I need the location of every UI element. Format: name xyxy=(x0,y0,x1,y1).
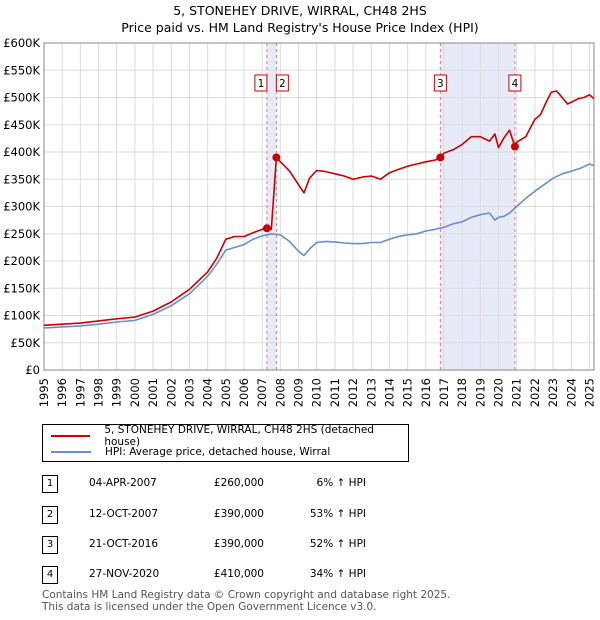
x-tick-label: 1999 xyxy=(110,378,124,407)
y-tick-label: £300K xyxy=(3,200,40,214)
x-tick-label: 2009 xyxy=(292,378,306,407)
sale-number-badge: 3 xyxy=(42,536,58,554)
sale-row: 3 21-OCT-2016 £390,000 52% ↑ HPI xyxy=(0,536,600,556)
y-tick-label: £0 xyxy=(25,363,40,377)
x-tick-label: 2018 xyxy=(455,378,469,407)
y-tick-label: £50K xyxy=(11,336,41,350)
x-tick-label: 2005 xyxy=(219,378,233,407)
x-tick-label: 2020 xyxy=(492,378,506,407)
sale-marker-box xyxy=(275,74,289,92)
sale-marker-label: 2 xyxy=(279,78,286,90)
sale-price: £390,000 xyxy=(213,538,264,550)
x-tick-label: 2014 xyxy=(382,378,396,407)
sale-marker-label: 1 xyxy=(258,78,265,90)
legend-label-hpi: HPI: Average price, detached house, Wirr… xyxy=(105,446,331,458)
sale-date: 21-OCT-2016 xyxy=(89,538,158,550)
sale-row: 4 27-NOV-2020 £410,000 34% ↑ HPI xyxy=(0,566,600,586)
x-tick-label: 1997 xyxy=(73,378,87,407)
sale-marker-box xyxy=(254,74,268,92)
x-tick-label: 2025 xyxy=(582,378,596,407)
y-tick-label: £600K xyxy=(3,36,40,50)
sale-price: £390,000 xyxy=(213,508,264,520)
sale-date: 12-OCT-2007 xyxy=(89,508,158,520)
x-tick-label: 2013 xyxy=(364,378,378,407)
x-tick-label: 2010 xyxy=(310,378,324,407)
footer-license: This data is licensed under the Open Gov… xyxy=(42,601,377,613)
footer-copyright: Contains HM Land Registry data © Crown c… xyxy=(42,589,451,601)
y-tick-label: £100K xyxy=(3,309,40,323)
price-chart: 1 2 3 4 £0 £50K £100K £150K £200K £250K £300K £350K… xyxy=(3,36,596,407)
x-tick-label: 2023 xyxy=(546,378,560,407)
sale-row: 2 12-OCT-2007 £390,000 53% ↑ HPI xyxy=(0,506,600,526)
y-tick-label: £200K xyxy=(3,254,40,268)
legend-swatch-hpi xyxy=(51,451,91,453)
x-tick-label: 2007 xyxy=(255,378,269,407)
sale-marker-box xyxy=(433,74,447,92)
chart-subtitle: Price paid vs. HM Land Registry's House … xyxy=(121,20,479,35)
sale-marker-box xyxy=(508,74,522,92)
series-line xyxy=(43,163,595,329)
sale-row: 1 04-APR-2007 £260,000 6% ↑ HPI xyxy=(0,475,600,495)
chart-legend: 5, STONEHEY DRIVE, WIRRAL, CH48 2HS (det… xyxy=(42,424,409,462)
sale-date: 27-NOV-2020 xyxy=(89,568,160,580)
sale-point xyxy=(272,153,281,162)
y-tick-label: £400K xyxy=(3,145,40,159)
x-tick-label: 2000 xyxy=(128,378,142,407)
y-tick-label: £550K xyxy=(3,63,40,77)
sale-hpi-change: 53% ↑ HPI xyxy=(309,508,366,520)
y-tick-label: £150K xyxy=(3,281,40,295)
x-tick-label: 2017 xyxy=(437,378,451,407)
sale-price: £410,000 xyxy=(213,568,264,580)
x-tick-label: 2021 xyxy=(510,378,524,407)
y-tick-label: £350K xyxy=(3,172,40,186)
sale-hpi-change: 52% ↑ HPI xyxy=(309,538,366,550)
x-tick-label: 2015 xyxy=(401,378,415,407)
sale-point xyxy=(262,224,271,233)
sale-point xyxy=(510,142,519,151)
x-tick-label: 2002 xyxy=(164,378,178,407)
x-tick-label: 2011 xyxy=(328,378,342,407)
chart-title: 5, STONEHEY DRIVE, WIRRAL, CH48 2HS xyxy=(173,3,427,18)
x-tick-label: 1998 xyxy=(92,378,106,407)
sale-point xyxy=(436,153,445,162)
sale-marker-label: 4 xyxy=(512,78,519,90)
series-line xyxy=(43,90,595,327)
x-tick-label: 1995 xyxy=(37,378,51,407)
x-tick-label: 2003 xyxy=(182,378,196,407)
x-tick-label: 2008 xyxy=(273,378,287,407)
x-tick-label: 1996 xyxy=(55,378,69,407)
plot-frame xyxy=(43,42,595,371)
legend-swatch-property xyxy=(51,435,91,437)
x-tick-label: 2022 xyxy=(528,378,542,407)
legend-item-property: 5, STONEHEY DRIVE, WIRRAL, CH48 2HS (det… xyxy=(51,424,408,448)
sale-number-badge: 1 xyxy=(42,475,58,493)
x-tick-label: 2006 xyxy=(237,378,251,407)
sale-number-badge: 2 xyxy=(42,506,58,524)
sale-marker-label: 3 xyxy=(437,78,444,90)
sale-date: 04-APR-2007 xyxy=(89,477,157,489)
x-tick-label: 2024 xyxy=(564,378,578,407)
sale-number-badge: 4 xyxy=(42,566,58,584)
legend-label-property: 5, STONEHEY DRIVE, WIRRAL, CH48 2HS (det… xyxy=(104,424,374,448)
x-tick-label: 2001 xyxy=(146,378,160,407)
y-tick-label: £250K xyxy=(3,227,40,241)
sale-hpi-change: 34% ↑ HPI xyxy=(309,568,366,580)
x-tick-label: 2019 xyxy=(473,378,487,407)
x-tick-label: 2016 xyxy=(419,378,433,407)
legend-item-hpi: HPI: Average price, detached house, Wirr… xyxy=(51,445,330,459)
x-tick-label: 2004 xyxy=(201,378,215,407)
sale-price: £260,000 xyxy=(213,477,264,489)
y-tick-label: £500K xyxy=(3,91,40,105)
x-tick-label: 2012 xyxy=(346,378,360,407)
sale-hpi-change: 6% ↑ HPI xyxy=(316,477,366,489)
y-tick-label: £450K xyxy=(3,118,40,132)
